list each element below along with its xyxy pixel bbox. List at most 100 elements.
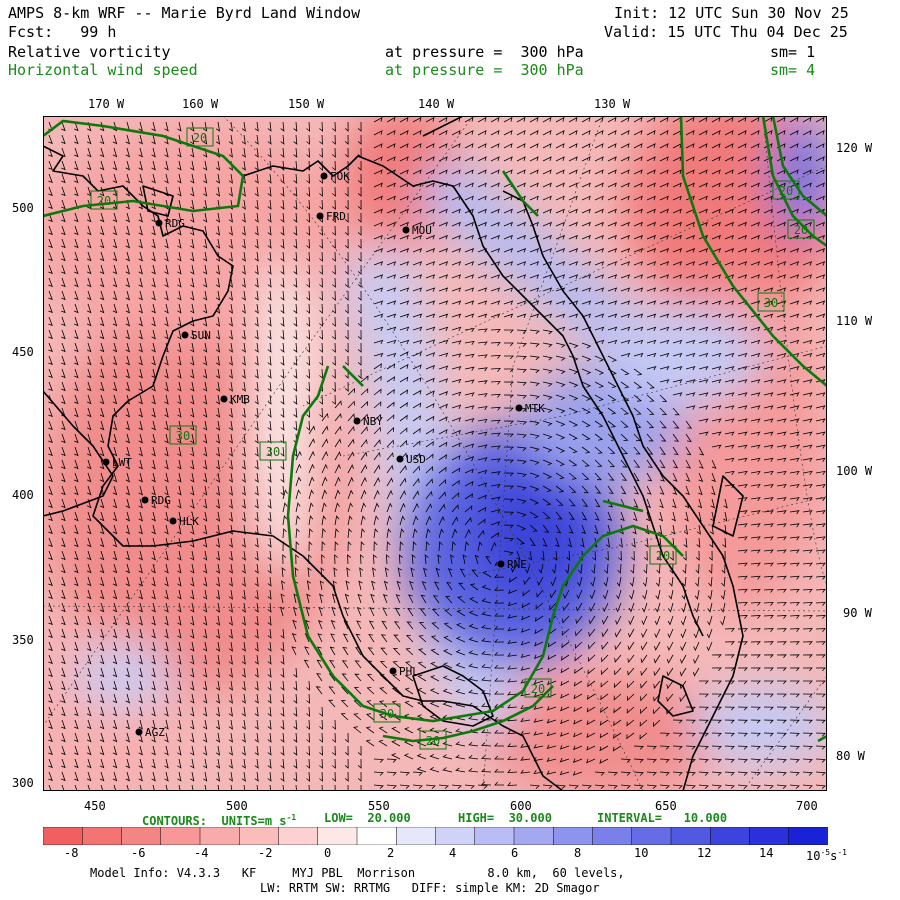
wind-barb — [293, 264, 298, 275]
wind-barb — [494, 742, 504, 747]
wind-barb — [429, 753, 440, 760]
valid-time: Valid: 15 UTC Thu 04 Dec 25 — [604, 23, 848, 41]
wind-barb — [215, 433, 221, 444]
wind-barb — [815, 601, 826, 606]
wind-barb — [86, 758, 92, 769]
wind-barb — [534, 641, 544, 647]
wind-barb — [542, 116, 552, 123]
wind-barb — [763, 143, 773, 149]
wind-barb — [61, 745, 66, 756]
wind-barb — [412, 502, 419, 513]
wind-barb — [555, 381, 566, 388]
wind-barb — [190, 641, 195, 652]
wind-barb — [520, 769, 531, 774]
wind-barb — [61, 134, 66, 145]
wind-barb — [48, 329, 53, 340]
wind-barb — [815, 575, 826, 580]
wind-barb — [241, 732, 246, 743]
wind-barb — [672, 169, 682, 175]
wind-barb — [61, 784, 65, 791]
wind-barb — [442, 662, 453, 669]
wind-barb — [241, 550, 246, 561]
wind-barb — [763, 457, 774, 462]
wind-barb — [555, 407, 566, 414]
wind-barb — [267, 407, 272, 418]
wind-barb — [86, 615, 92, 626]
wind-barb — [422, 567, 428, 578]
wind-barb — [763, 274, 774, 279]
wind-barb — [659, 143, 669, 149]
wind-barb — [228, 277, 233, 288]
wind-barb — [190, 628, 195, 639]
wind-barb — [672, 300, 683, 305]
wind-barb — [708, 563, 713, 574]
wind-barb — [516, 433, 527, 438]
wind-barb — [190, 212, 195, 223]
wind-barb — [74, 355, 79, 366]
wind-barb — [815, 247, 826, 253]
wind-barb — [177, 589, 182, 600]
wind-barb — [203, 121, 208, 132]
wind-barb — [177, 212, 182, 223]
wind-barb — [640, 654, 648, 664]
wind-barb — [490, 274, 501, 279]
wind-barb — [789, 247, 800, 253]
wind-barb — [457, 596, 466, 604]
wind-barb — [306, 290, 311, 301]
wind-barb — [280, 251, 285, 262]
wind-barb — [750, 588, 761, 593]
wind-barb — [125, 303, 131, 314]
wind-barb — [190, 329, 195, 340]
wind-barb — [254, 446, 259, 457]
wind-barb — [344, 264, 349, 275]
wind-barb — [319, 394, 323, 405]
station-dot — [135, 728, 143, 736]
wind-barb — [386, 313, 397, 318]
wind-barb — [776, 483, 787, 489]
wind-barb — [438, 416, 448, 422]
wind-barb — [490, 221, 500, 227]
wind-barb — [392, 648, 401, 656]
wind-barb — [503, 433, 514, 438]
wind-barb — [594, 485, 602, 494]
wind-barb — [633, 446, 641, 455]
wind-barb — [672, 274, 683, 279]
wind-barb — [468, 663, 479, 669]
wind-barb — [646, 459, 653, 469]
wind-barb — [332, 745, 336, 756]
wind-barb — [293, 238, 298, 249]
wind-barb — [112, 680, 118, 691]
wind-barb — [503, 208, 513, 214]
wind-barb — [425, 541, 430, 552]
wind-barb — [575, 602, 583, 612]
wind-barb — [373, 195, 383, 201]
wind-barb — [315, 686, 323, 695]
wind-barb — [464, 443, 475, 448]
wind-barb — [577, 576, 583, 587]
wind-barb — [254, 433, 259, 444]
wind-barb — [86, 134, 92, 145]
wind-barb — [319, 277, 323, 288]
wind-barb — [503, 261, 514, 266]
wind-barb — [373, 182, 383, 188]
wind-barb — [776, 182, 786, 188]
wind-barb — [241, 511, 246, 522]
wind-barb — [404, 700, 414, 708]
wind-barb — [529, 130, 539, 136]
wind-barb — [357, 303, 362, 314]
wind-barb — [138, 485, 143, 496]
wind-barb — [750, 352, 761, 358]
wind-barb — [391, 740, 401, 747]
wind-barb — [720, 602, 726, 613]
wind-barb — [711, 365, 722, 371]
wind-barb — [425, 143, 435, 149]
wind-barb — [695, 563, 700, 574]
wind-barb — [451, 528, 458, 539]
wind-barb — [399, 528, 405, 539]
wind-barb — [438, 784, 449, 789]
wind-barb — [750, 641, 761, 646]
wind-barb — [737, 693, 748, 698]
wind-barb — [112, 173, 118, 184]
wind-barb — [620, 326, 631, 332]
wind-barb — [399, 427, 408, 435]
